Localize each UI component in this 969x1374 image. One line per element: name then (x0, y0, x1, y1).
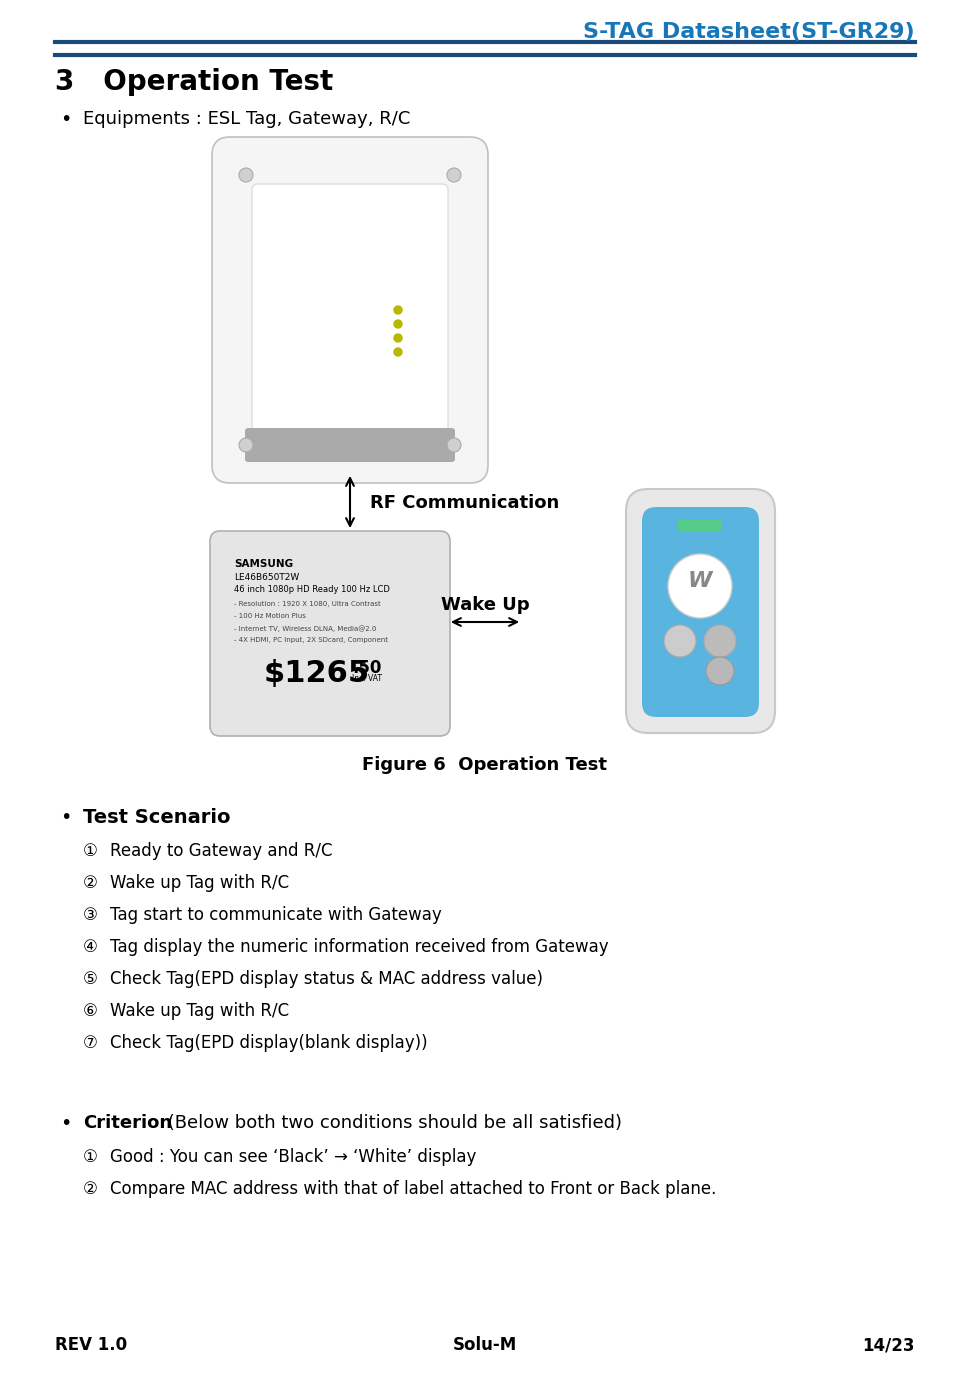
Text: Check Tag(EPD display status & MAC address value): Check Tag(EPD display status & MAC addre… (109, 970, 543, 988)
Text: 3   Operation Test: 3 Operation Test (55, 67, 333, 96)
Circle shape (393, 306, 401, 315)
Text: ④: ④ (83, 938, 98, 956)
Text: Wake Up: Wake Up (440, 596, 529, 614)
FancyBboxPatch shape (625, 489, 774, 732)
Text: RF Communication: RF Communication (369, 495, 559, 513)
Text: •: • (60, 808, 72, 827)
Circle shape (703, 625, 735, 657)
Text: .50: .50 (352, 660, 381, 677)
Circle shape (668, 554, 732, 618)
Text: - Resolution : 1920 X 1080, Ultra Contrast: - Resolution : 1920 X 1080, Ultra Contra… (234, 600, 381, 607)
FancyBboxPatch shape (245, 427, 454, 462)
Circle shape (705, 657, 734, 686)
FancyBboxPatch shape (212, 137, 487, 484)
Text: ②: ② (83, 874, 98, 892)
Text: Check Tag(EPD display(blank display)): Check Tag(EPD display(blank display)) (109, 1035, 427, 1052)
Circle shape (393, 334, 401, 342)
Text: Compare MAC address with that of label attached to Front or Back plane.: Compare MAC address with that of label a… (109, 1180, 716, 1198)
Text: ①: ① (83, 1149, 98, 1167)
Text: (Below both two conditions should be all satisfied): (Below both two conditions should be all… (162, 1114, 621, 1132)
Text: Criterion: Criterion (83, 1114, 172, 1132)
Text: SAMSUNG: SAMSUNG (234, 559, 293, 569)
Text: ⑦: ⑦ (83, 1035, 98, 1052)
Text: - 4X HDMI, PC Input, 2X SDcard, Component: - 4X HDMI, PC Input, 2X SDcard, Componen… (234, 638, 388, 643)
Text: Good : You can see ‘Black’ → ‘White’ display: Good : You can see ‘Black’ → ‘White’ dis… (109, 1149, 476, 1167)
Circle shape (447, 168, 460, 181)
Text: Ready to Gateway and R/C: Ready to Gateway and R/C (109, 842, 332, 860)
Text: ①: ① (83, 842, 98, 860)
FancyBboxPatch shape (252, 184, 448, 448)
FancyBboxPatch shape (641, 507, 758, 717)
Text: Wake up Tag with R/C: Wake up Tag with R/C (109, 874, 289, 892)
Text: Wake up Tag with R/C: Wake up Tag with R/C (109, 1002, 289, 1020)
Text: S-TAG Datasheet(ST-GR29): S-TAG Datasheet(ST-GR29) (582, 22, 914, 43)
Text: Figure 6  Operation Test: Figure 6 Operation Test (362, 756, 607, 774)
Text: REV 1.0: REV 1.0 (55, 1336, 127, 1353)
Text: Inc. VAT: Inc. VAT (352, 675, 382, 683)
Text: W: W (687, 572, 711, 591)
Text: Solu-M: Solu-M (453, 1336, 516, 1353)
Text: 46 inch 1080p HD Ready 100 Hz LCD: 46 inch 1080p HD Ready 100 Hz LCD (234, 585, 390, 594)
Circle shape (664, 625, 696, 657)
Text: - Internet TV, Wireless DLNA, Media@2.0: - Internet TV, Wireless DLNA, Media@2.0 (234, 625, 376, 632)
Text: Test Scenario: Test Scenario (83, 808, 231, 827)
Text: LE46B650T2W: LE46B650T2W (234, 573, 299, 583)
FancyBboxPatch shape (209, 530, 450, 736)
Text: ③: ③ (83, 905, 98, 923)
Text: •: • (60, 110, 72, 129)
Circle shape (393, 320, 401, 328)
Text: Equipments : ESL Tag, Gateway, R/C: Equipments : ESL Tag, Gateway, R/C (83, 110, 410, 128)
Circle shape (447, 438, 460, 452)
Text: ②: ② (83, 1180, 98, 1198)
Circle shape (238, 438, 253, 452)
Circle shape (238, 168, 253, 181)
Text: - 100 Hz Motion Plus: - 100 Hz Motion Plus (234, 613, 305, 620)
Text: ⑤: ⑤ (83, 970, 98, 988)
Text: 14/23: 14/23 (861, 1336, 914, 1353)
Text: Tag start to communicate with Gateway: Tag start to communicate with Gateway (109, 905, 441, 923)
Text: $1265: $1265 (264, 660, 370, 688)
Text: Tag display the numeric information received from Gateway: Tag display the numeric information rece… (109, 938, 608, 956)
Circle shape (393, 348, 401, 356)
Text: ⑥: ⑥ (83, 1002, 98, 1020)
FancyBboxPatch shape (677, 519, 721, 530)
Text: •: • (60, 1114, 72, 1134)
